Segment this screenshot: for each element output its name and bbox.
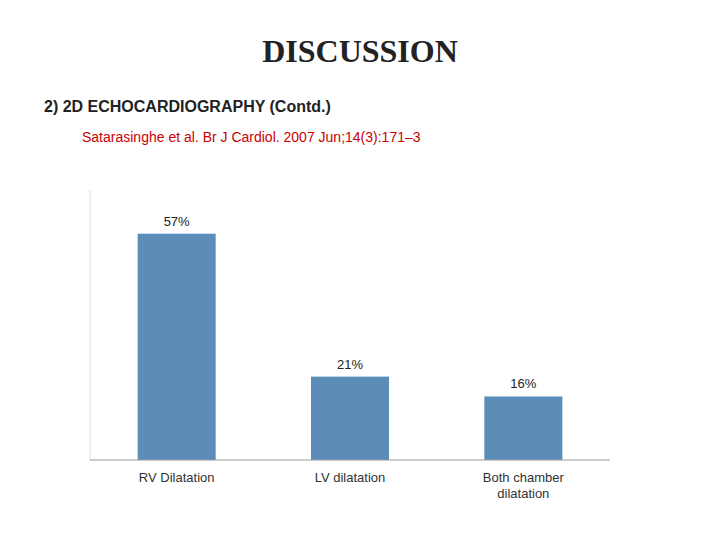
data-label: 16% — [510, 376, 536, 391]
title: DISCUSSION — [262, 33, 458, 69]
data-label: 57% — [164, 214, 190, 229]
chart-svg: DISCUSSION 2) 2D ECHOCARDIOGRAPHY (Contd.… — [0, 0, 720, 540]
background — [0, 0, 720, 540]
bar — [311, 377, 389, 460]
x-tick-label: Both chamberdilatation — [483, 470, 565, 501]
x-tick-label-line: LV dilatation — [315, 470, 386, 485]
x-tick-label-line: dilatation — [497, 486, 549, 501]
annotation: Satarasinghe et al. Br J Cardiol. 2007 J… — [82, 129, 421, 145]
bar — [484, 396, 562, 460]
x-tick-label: LV dilatation — [315, 470, 386, 485]
x-tick-label-line: Both chamber — [483, 470, 565, 485]
x-tick-label-line: RV Dilatation — [139, 470, 215, 485]
x-axis-line — [90, 459, 610, 460]
data-label: 21% — [337, 357, 363, 372]
bars — [138, 234, 563, 460]
chart-container: DISCUSSION 2) 2D ECHOCARDIOGRAPHY (Contd.… — [0, 0, 720, 540]
x-tick-label: RV Dilatation — [139, 470, 215, 485]
subtitle: 2) 2D ECHOCARDIOGRAPHY (Contd.) — [44, 98, 331, 115]
y-axis-line — [90, 190, 91, 460]
bar — [138, 234, 216, 460]
